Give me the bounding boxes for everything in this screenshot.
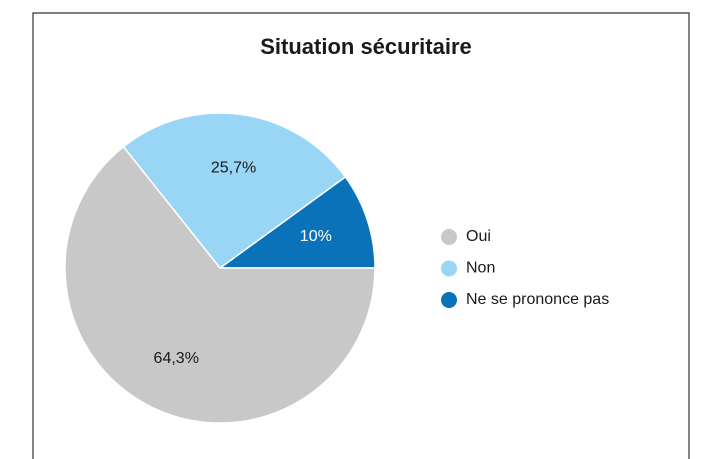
legend-swatch [441,292,457,308]
legend-swatch [441,229,457,245]
legend-swatch [441,260,457,277]
legend-label: Oui [466,228,491,245]
slice-label: 64,3% [154,350,199,367]
slice-label: 10% [300,228,332,245]
frame [32,12,690,459]
pie-slice [64,145,376,424]
pie-slice [217,175,376,269]
chart-title: Situation sécuritaire [260,34,472,59]
legend-label: Non [466,260,495,277]
slice-label: 25,7% [211,159,256,176]
legend-label: Ne se prononce pas [466,291,609,308]
pie-slice [122,112,347,270]
